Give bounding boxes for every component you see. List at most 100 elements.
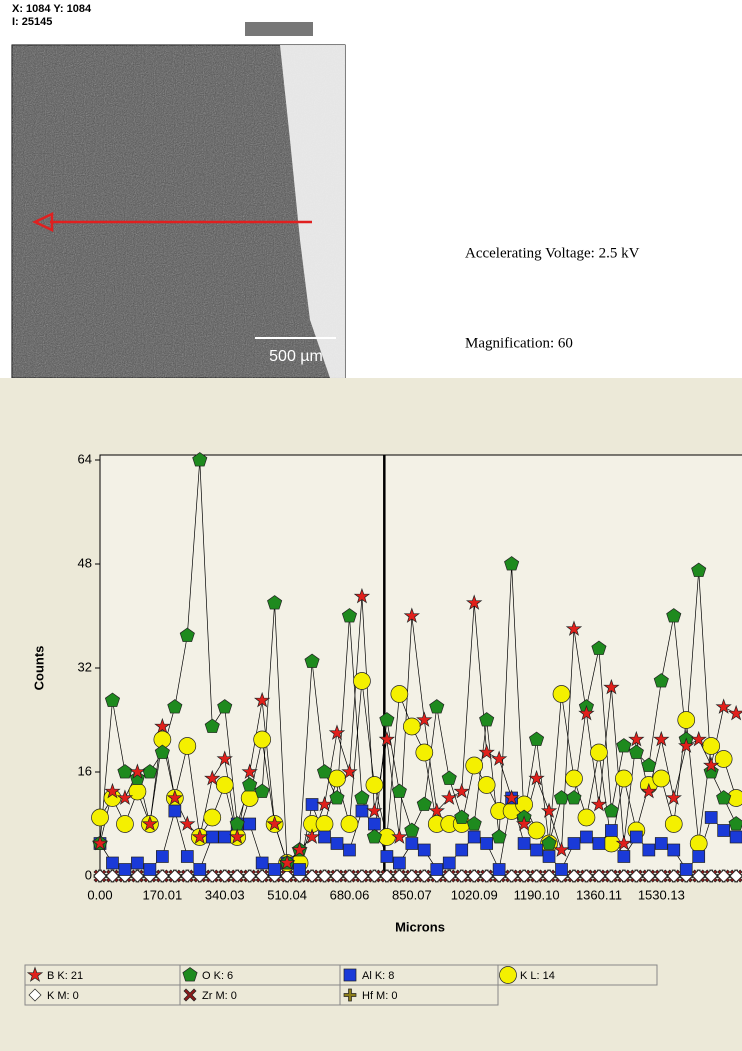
marker bbox=[182, 967, 198, 982]
marker bbox=[166, 789, 183, 805]
marker bbox=[254, 783, 270, 798]
marker bbox=[116, 789, 134, 805]
marker bbox=[515, 815, 533, 831]
marker bbox=[118, 863, 132, 876]
marker bbox=[592, 837, 606, 850]
marker bbox=[704, 869, 718, 883]
marker bbox=[390, 685, 409, 703]
marker bbox=[378, 730, 396, 747]
marker bbox=[128, 782, 147, 801]
marker bbox=[193, 863, 207, 876]
marker bbox=[499, 966, 517, 984]
marker bbox=[255, 869, 269, 883]
marker bbox=[542, 850, 556, 863]
marker bbox=[527, 821, 546, 840]
marker bbox=[218, 830, 232, 844]
marker bbox=[441, 789, 458, 805]
marker bbox=[142, 764, 158, 779]
y-axis-label: Counts bbox=[31, 646, 46, 691]
marker bbox=[393, 856, 406, 870]
marker bbox=[402, 717, 421, 736]
marker bbox=[304, 653, 320, 668]
marker bbox=[168, 804, 182, 818]
marker bbox=[341, 608, 358, 623]
marker bbox=[442, 856, 456, 870]
marker bbox=[355, 869, 369, 883]
marker bbox=[405, 869, 419, 883]
marker bbox=[155, 869, 169, 883]
marker bbox=[329, 790, 345, 805]
marker bbox=[105, 869, 119, 883]
marker bbox=[717, 824, 731, 837]
legend-box bbox=[339, 984, 499, 1006]
intensity-scale bbox=[245, 22, 313, 36]
marker bbox=[727, 704, 742, 721]
marker bbox=[692, 850, 706, 863]
marker bbox=[505, 869, 519, 883]
marker bbox=[667, 869, 681, 883]
marker bbox=[156, 850, 169, 863]
marker bbox=[316, 795, 333, 812]
marker bbox=[466, 816, 482, 831]
marker bbox=[492, 863, 506, 876]
marker bbox=[315, 815, 334, 833]
marker bbox=[154, 717, 171, 734]
marker bbox=[580, 830, 593, 844]
marker bbox=[180, 850, 194, 863]
marker bbox=[503, 789, 520, 805]
marker bbox=[179, 627, 195, 642]
marker bbox=[677, 711, 696, 729]
marker bbox=[405, 837, 419, 850]
x-tick-label: 1360.11 bbox=[576, 887, 622, 902]
marker bbox=[130, 869, 144, 883]
marker bbox=[530, 869, 544, 883]
marker bbox=[690, 730, 707, 747]
marker bbox=[167, 699, 183, 714]
marker bbox=[143, 863, 157, 876]
marker bbox=[467, 830, 481, 844]
marker bbox=[266, 815, 283, 831]
marker bbox=[453, 782, 470, 799]
marker bbox=[106, 856, 119, 870]
marker bbox=[517, 837, 531, 850]
marker bbox=[578, 704, 595, 721]
marker bbox=[441, 770, 457, 785]
marker bbox=[293, 863, 306, 876]
marker bbox=[316, 764, 333, 779]
marker bbox=[428, 802, 445, 818]
marker bbox=[318, 869, 332, 883]
coords: X: 1084 Y: 1084 bbox=[12, 3, 92, 15]
marker bbox=[714, 750, 733, 768]
marker bbox=[204, 769, 221, 786]
marker bbox=[379, 712, 395, 727]
marker bbox=[330, 869, 344, 883]
marker bbox=[342, 869, 356, 883]
marker bbox=[729, 869, 742, 883]
x-tick-label: 850.07 bbox=[392, 887, 432, 902]
marker bbox=[340, 815, 359, 833]
marker bbox=[728, 816, 742, 831]
marker bbox=[91, 834, 109, 851]
marker bbox=[605, 824, 618, 837]
y-tick-label: 0 bbox=[85, 867, 92, 882]
marker bbox=[664, 815, 683, 833]
marker bbox=[540, 802, 558, 818]
marker bbox=[642, 869, 656, 883]
marker bbox=[104, 782, 121, 799]
marker bbox=[615, 769, 633, 788]
marker bbox=[243, 869, 257, 883]
marker bbox=[702, 737, 721, 755]
marker bbox=[455, 843, 469, 857]
marker bbox=[318, 830, 331, 844]
marker bbox=[504, 556, 520, 571]
marker bbox=[253, 730, 272, 749]
marker bbox=[392, 869, 406, 883]
marker bbox=[629, 869, 643, 883]
marker bbox=[704, 811, 718, 824]
marker bbox=[666, 608, 682, 623]
marker bbox=[305, 798, 319, 811]
y-tick-label: 32 bbox=[78, 659, 92, 674]
marker bbox=[93, 869, 107, 883]
marker bbox=[416, 796, 432, 811]
x-tick-label: 170.01 bbox=[142, 887, 182, 902]
